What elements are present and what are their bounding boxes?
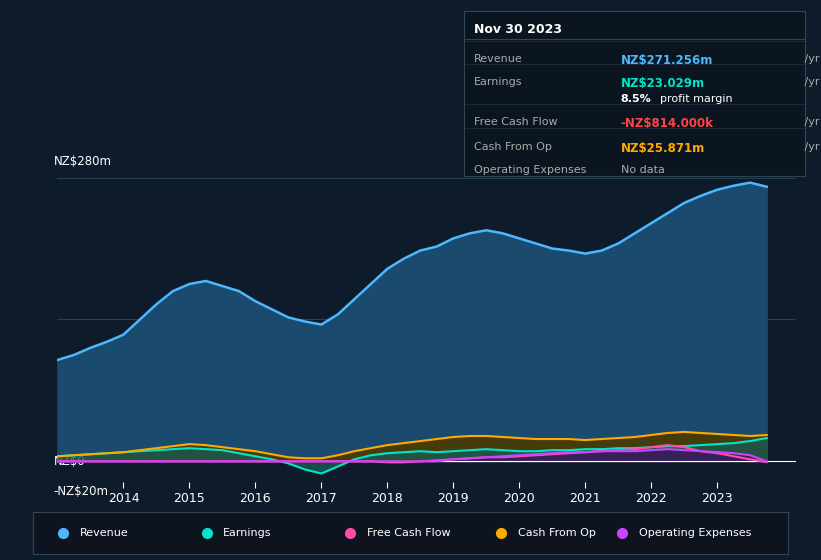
Text: NZ$23.029m: NZ$23.029m bbox=[621, 77, 704, 90]
Text: /yr: /yr bbox=[801, 142, 819, 152]
Text: Cash From Op: Cash From Op bbox=[474, 142, 552, 152]
Text: No data: No data bbox=[621, 165, 664, 175]
Text: Free Cash Flow: Free Cash Flow bbox=[367, 529, 450, 538]
Text: NZ$0: NZ$0 bbox=[54, 455, 85, 468]
Text: NZ$25.871m: NZ$25.871m bbox=[621, 142, 705, 155]
Text: /yr: /yr bbox=[801, 54, 819, 64]
Text: /yr: /yr bbox=[801, 77, 819, 87]
Text: -NZ$20m: -NZ$20m bbox=[54, 485, 108, 498]
Text: NZ$280m: NZ$280m bbox=[54, 155, 112, 168]
Text: Free Cash Flow: Free Cash Flow bbox=[474, 117, 557, 127]
Text: /yr: /yr bbox=[801, 117, 819, 127]
Text: Earnings: Earnings bbox=[474, 77, 523, 87]
Text: Revenue: Revenue bbox=[474, 54, 523, 64]
Text: profit margin: profit margin bbox=[660, 94, 732, 104]
Text: Operating Expenses: Operating Expenses bbox=[639, 529, 751, 538]
Text: NZ$271.256m: NZ$271.256m bbox=[621, 54, 713, 67]
Text: Cash From Op: Cash From Op bbox=[518, 529, 595, 538]
Text: Revenue: Revenue bbox=[80, 529, 128, 538]
Text: Earnings: Earnings bbox=[223, 529, 272, 538]
Text: 8.5%: 8.5% bbox=[621, 94, 651, 104]
Text: Operating Expenses: Operating Expenses bbox=[474, 165, 586, 175]
Text: Nov 30 2023: Nov 30 2023 bbox=[474, 23, 562, 36]
Text: -NZ$814.000k: -NZ$814.000k bbox=[621, 117, 713, 130]
